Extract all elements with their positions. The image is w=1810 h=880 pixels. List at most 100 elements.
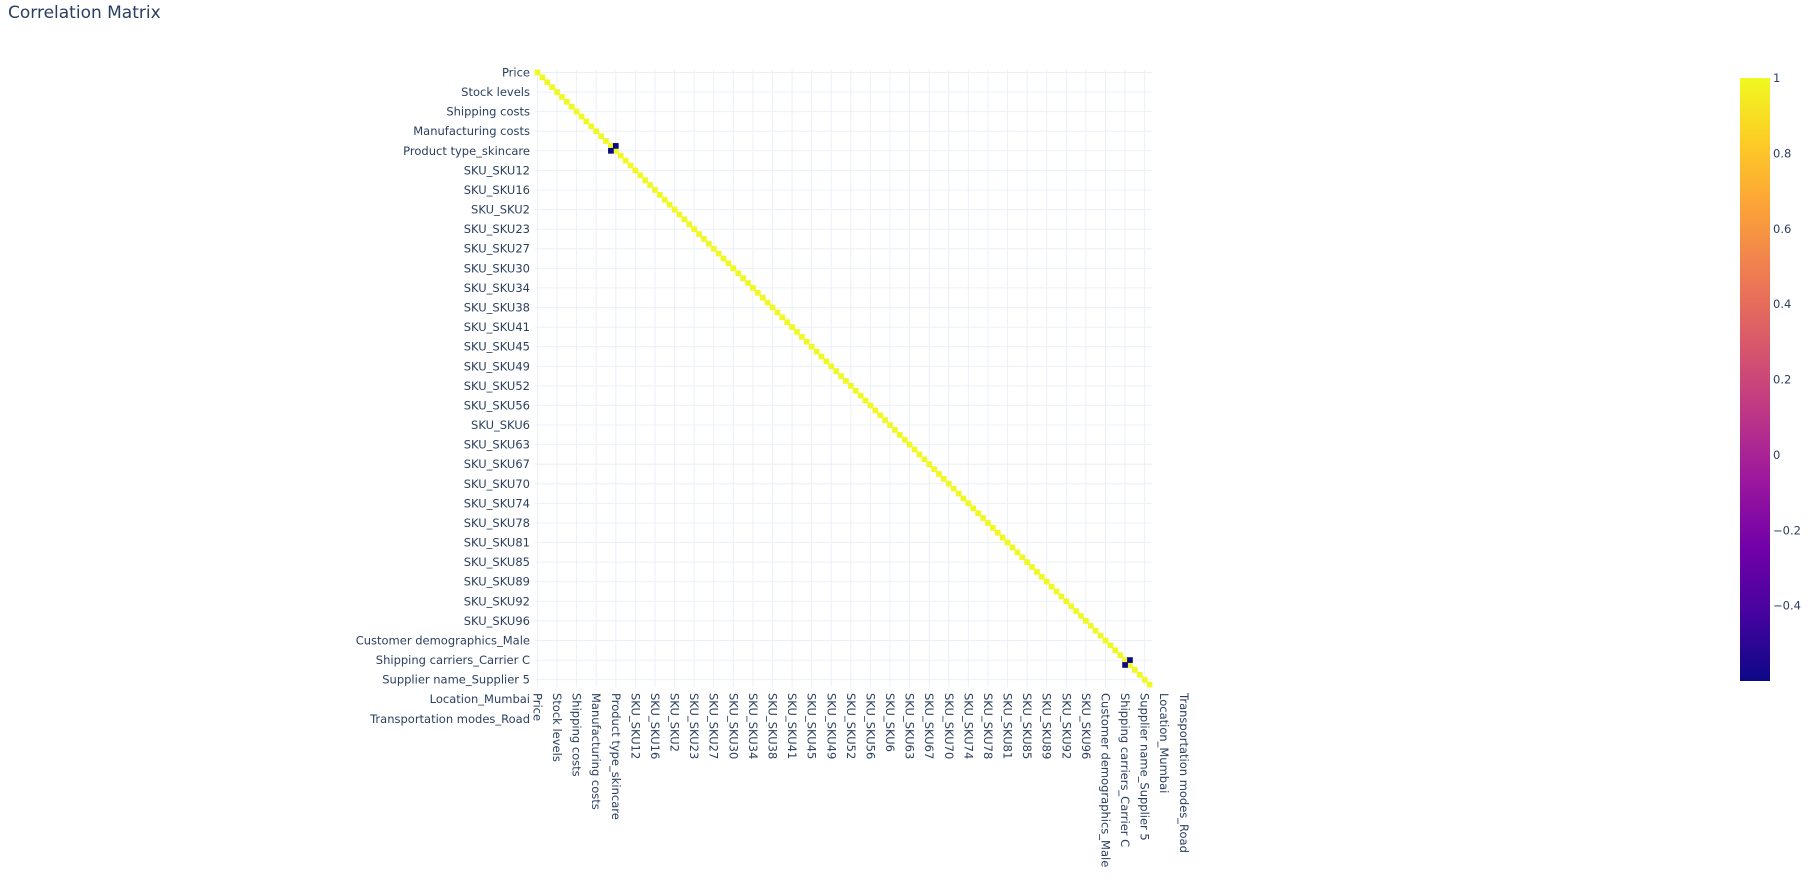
heatmap-cell-diagonal [1073, 608, 1079, 614]
y-tick-label: Location_Mumbai [430, 692, 530, 706]
heatmap-cell-diagonal [965, 500, 972, 507]
heatmap-cell-diagonal [994, 529, 1001, 536]
heatmap-cell-diagonal [896, 431, 903, 438]
heatmap-cell-diagonal [862, 397, 869, 404]
heatmap-cell-diagonal [1078, 613, 1084, 619]
heatmap-cell-diagonal [1122, 657, 1128, 663]
x-tick-label: Supplier name_Supplier 5 [1138, 693, 1152, 841]
heatmap-cell-diagonal [1034, 569, 1040, 575]
y-tick-label: SKU_SKU70 [464, 477, 530, 491]
heatmap-cell-diagonal [999, 534, 1006, 541]
heatmap-cell-diagonal [754, 289, 761, 296]
heatmap-cell-diagonal [799, 334, 805, 340]
colorbar-tick-label: −0.2 [1773, 523, 1801, 537]
heatmap-cell-diagonal [608, 143, 614, 149]
heatmap-cell-diagonal [740, 275, 746, 281]
heatmap-cell-diagonal [534, 69, 541, 76]
y-tick-label: Manufacturing costs [413, 124, 530, 138]
y-tick-label: SKU_SKU23 [464, 222, 530, 236]
heatmap-cell-diagonal [652, 187, 658, 193]
heatmap-cell-diagonal [583, 118, 590, 125]
chart-title: Correlation Matrix [8, 3, 161, 23]
heatmap-cell-diagonal [789, 324, 795, 330]
y-tick-label: Transportation modes_Road [369, 712, 530, 726]
heatmap-cell-diagonal [887, 422, 893, 428]
heatmap-cell-diagonal [945, 480, 952, 487]
heatmap-cell-diagonal [686, 221, 693, 228]
heatmap-cell-diagonal [627, 162, 634, 169]
y-tick-label: Customer demographics_Male [356, 633, 530, 647]
x-tick-label: SKU_SKU89 [1040, 693, 1054, 759]
colorbar-tick-label: 0 [1773, 448, 1780, 462]
x-tick-label: SKU_SKU52 [844, 693, 858, 759]
heatmap-cell-diagonal [1048, 583, 1055, 590]
y-tick-label: SKU_SKU34 [464, 281, 530, 295]
heatmap-cell-diagonal [647, 182, 653, 188]
heatmap-cell-diagonal [1097, 632, 1104, 639]
y-tick-label: SKU_SKU63 [464, 438, 530, 452]
x-tick-label: Shipping costs [570, 693, 584, 777]
plot-area[interactable] [534, 69, 1153, 688]
heatmap-cell-diagonal [544, 79, 551, 86]
heatmap-cell-diagonal [847, 382, 854, 389]
x-tick-label: Price [530, 693, 544, 721]
heatmap-cell-diagonal [750, 285, 756, 291]
heatmap-cell-diagonal [990, 525, 996, 531]
heatmap-cell-diagonal [617, 152, 624, 159]
heatmap-cell-diagonal [921, 456, 928, 463]
x-tick-label: SKU_SKU56 [863, 693, 877, 759]
y-axis-tick-labels: Price Stock levels Shipping costs Manufactu… [356, 65, 530, 725]
heatmap-cell-diagonal [1029, 564, 1035, 570]
x-tick-label: SKU_SKU12 [628, 693, 642, 759]
heatmap-cell [1127, 657, 1133, 663]
heatmap-cell-diagonal [1136, 671, 1143, 678]
y-tick-label: Stock levels [461, 85, 530, 99]
y-tick-label: SKU_SKU38 [464, 300, 530, 314]
heatmap-cell-diagonal [1009, 544, 1016, 551]
x-tick-label: SKU_SKU70 [942, 693, 956, 759]
y-tick-label: SKU_SKU12 [464, 163, 530, 177]
heatmap-cell-diagonal [931, 466, 937, 472]
heatmap-cell-diagonal [622, 157, 629, 164]
y-tick-label: Supplier name_Supplier 5 [382, 673, 530, 687]
y-tick-label: SKU_SKU49 [464, 359, 530, 373]
heatmap-cell-diagonal [691, 226, 697, 232]
heatmap-cell-diagonal [1102, 637, 1109, 644]
heatmap-cell-diagonal [598, 133, 604, 139]
heatmap-cell-diagonal [735, 270, 742, 277]
heatmap-cells [534, 69, 1153, 688]
x-tick-label: SKU_SKU27 [707, 693, 721, 759]
heatmap-cell-diagonal [911, 446, 918, 453]
colorbar: 1 0.8 0.6 0.4 0.2 0 −0.2 −0.4 [1740, 71, 1801, 681]
y-tick-label: SKU_SKU74 [464, 496, 530, 510]
heatmap-cell-diagonal [901, 436, 908, 443]
y-tick-label: SKU_SKU45 [464, 340, 530, 354]
x-tick-label: Shipping carriers_Carrier C [1118, 693, 1132, 847]
heatmap-cell-diagonal [813, 348, 820, 355]
heatmap-cell-diagonal [710, 245, 717, 252]
heatmap-cell-diagonal [1087, 622, 1094, 629]
heatmap-cell-diagonal [681, 216, 688, 223]
heatmap-cell-diagonal [549, 84, 555, 90]
heatmap-cell-diagonal [975, 510, 982, 517]
heatmap-cell-diagonal [666, 201, 673, 208]
x-tick-label: SKU_SKU34 [746, 693, 760, 759]
x-tick-label: Transportation modes_Road [1177, 692, 1191, 853]
heatmap-cell-diagonal [1141, 676, 1148, 683]
heatmap-cell-diagonal [563, 98, 570, 105]
heatmap-cell-diagonal [578, 113, 585, 120]
x-tick-label: Location_Mumbai [1157, 693, 1171, 793]
heatmap-cell-diagonal [1038, 573, 1045, 580]
y-tick-label: SKU_SKU56 [464, 398, 530, 412]
x-tick-label: SKU_SKU45 [805, 693, 819, 759]
heatmap-cell-diagonal [1083, 618, 1089, 624]
heatmap-cell-diagonal [1117, 652, 1124, 659]
heatmap-cell-diagonal [632, 167, 639, 174]
heatmap-cell-diagonal [1063, 598, 1070, 605]
heatmap-cell-diagonal [603, 138, 609, 144]
heatmap-cell-diagonal [1092, 627, 1099, 634]
x-tick-label: SKU_SKU30 [726, 693, 740, 759]
y-tick-label: SKU_SKU67 [464, 457, 530, 471]
heatmap-cell-diagonal [926, 461, 933, 468]
